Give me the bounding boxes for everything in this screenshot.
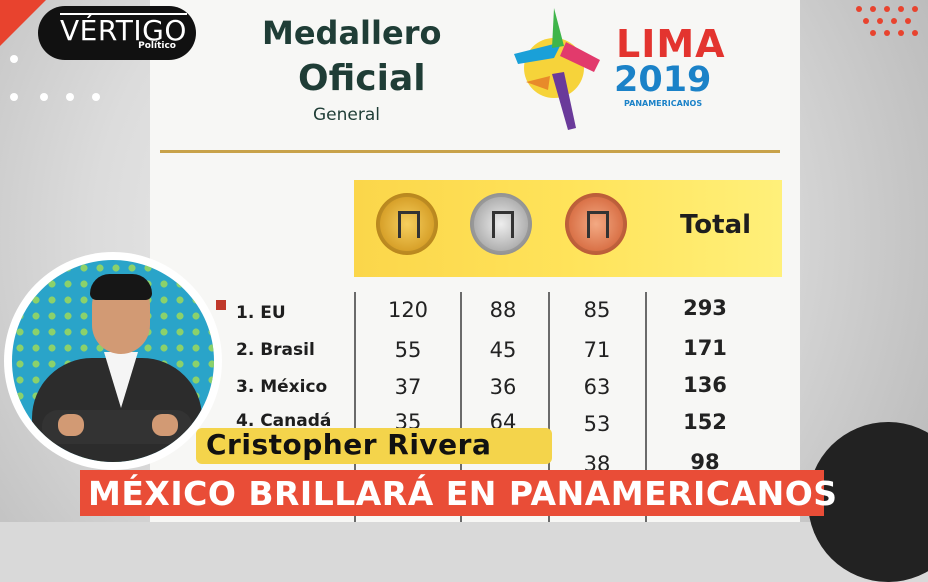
presenter-name-bar <box>196 428 552 464</box>
silver-medal-icon <box>470 193 532 255</box>
total-count: 136 <box>683 373 727 397</box>
presenter-name: Cristopher Rivera <box>206 428 492 461</box>
dot-pattern-top-right <box>852 4 922 42</box>
lima-subtitle: PANAMERICANOS <box>624 99 703 108</box>
gold-count: 37 <box>394 375 422 399</box>
column-divider <box>548 292 550 522</box>
column-divider <box>460 292 462 522</box>
bronze-count: 53 <box>583 412 611 436</box>
bronze-count: 63 <box>583 375 611 399</box>
headline-bar <box>80 470 824 516</box>
presenter-hair <box>90 274 152 300</box>
presenter-hand <box>58 414 84 436</box>
headline-text: MÉXICO BRILLARÁ EN PANAMERICANOS <box>88 474 838 513</box>
bronze-count: 71 <box>583 338 611 362</box>
title-divider <box>160 150 780 153</box>
total-count: 293 <box>683 296 727 320</box>
logo-sub-text: Político <box>138 41 176 51</box>
bronze-medal-icon <box>565 193 627 255</box>
country-label: 1. EU <box>236 303 286 323</box>
logo-main-text: VÉRTIGO <box>60 13 187 47</box>
vertigo-logo: VÉRTIGO Político <box>38 6 196 60</box>
lima-wordmark: LIMA <box>616 22 726 66</box>
country-label: 2. Brasil <box>236 340 315 360</box>
country-label: 4. Canadá <box>236 411 332 431</box>
column-divider <box>354 292 356 522</box>
column-divider <box>645 292 647 522</box>
lima-year: 2019 <box>614 60 712 100</box>
presenter-hand <box>152 414 178 436</box>
lima-2019-emblem-icon <box>514 8 600 130</box>
document-title-line2: Oficial <box>298 58 426 99</box>
total-count: 152 <box>683 410 727 434</box>
gold-medal-icon <box>376 193 438 255</box>
silver-count: 36 <box>489 375 517 399</box>
total-column-header: Total <box>680 210 752 240</box>
gold-count: 120 <box>387 298 429 322</box>
country-label: 3. México <box>236 377 328 397</box>
presenter-portrait <box>12 260 214 462</box>
silver-count: 45 <box>489 338 517 362</box>
total-count: 171 <box>683 336 727 360</box>
flag-marker <box>216 300 226 310</box>
silver-count: 88 <box>489 298 517 322</box>
bronze-count: 85 <box>583 298 611 322</box>
document-title-line1: Medallero <box>262 14 442 52</box>
gold-count: 55 <box>394 338 422 362</box>
document-title-line3: General <box>313 105 380 125</box>
